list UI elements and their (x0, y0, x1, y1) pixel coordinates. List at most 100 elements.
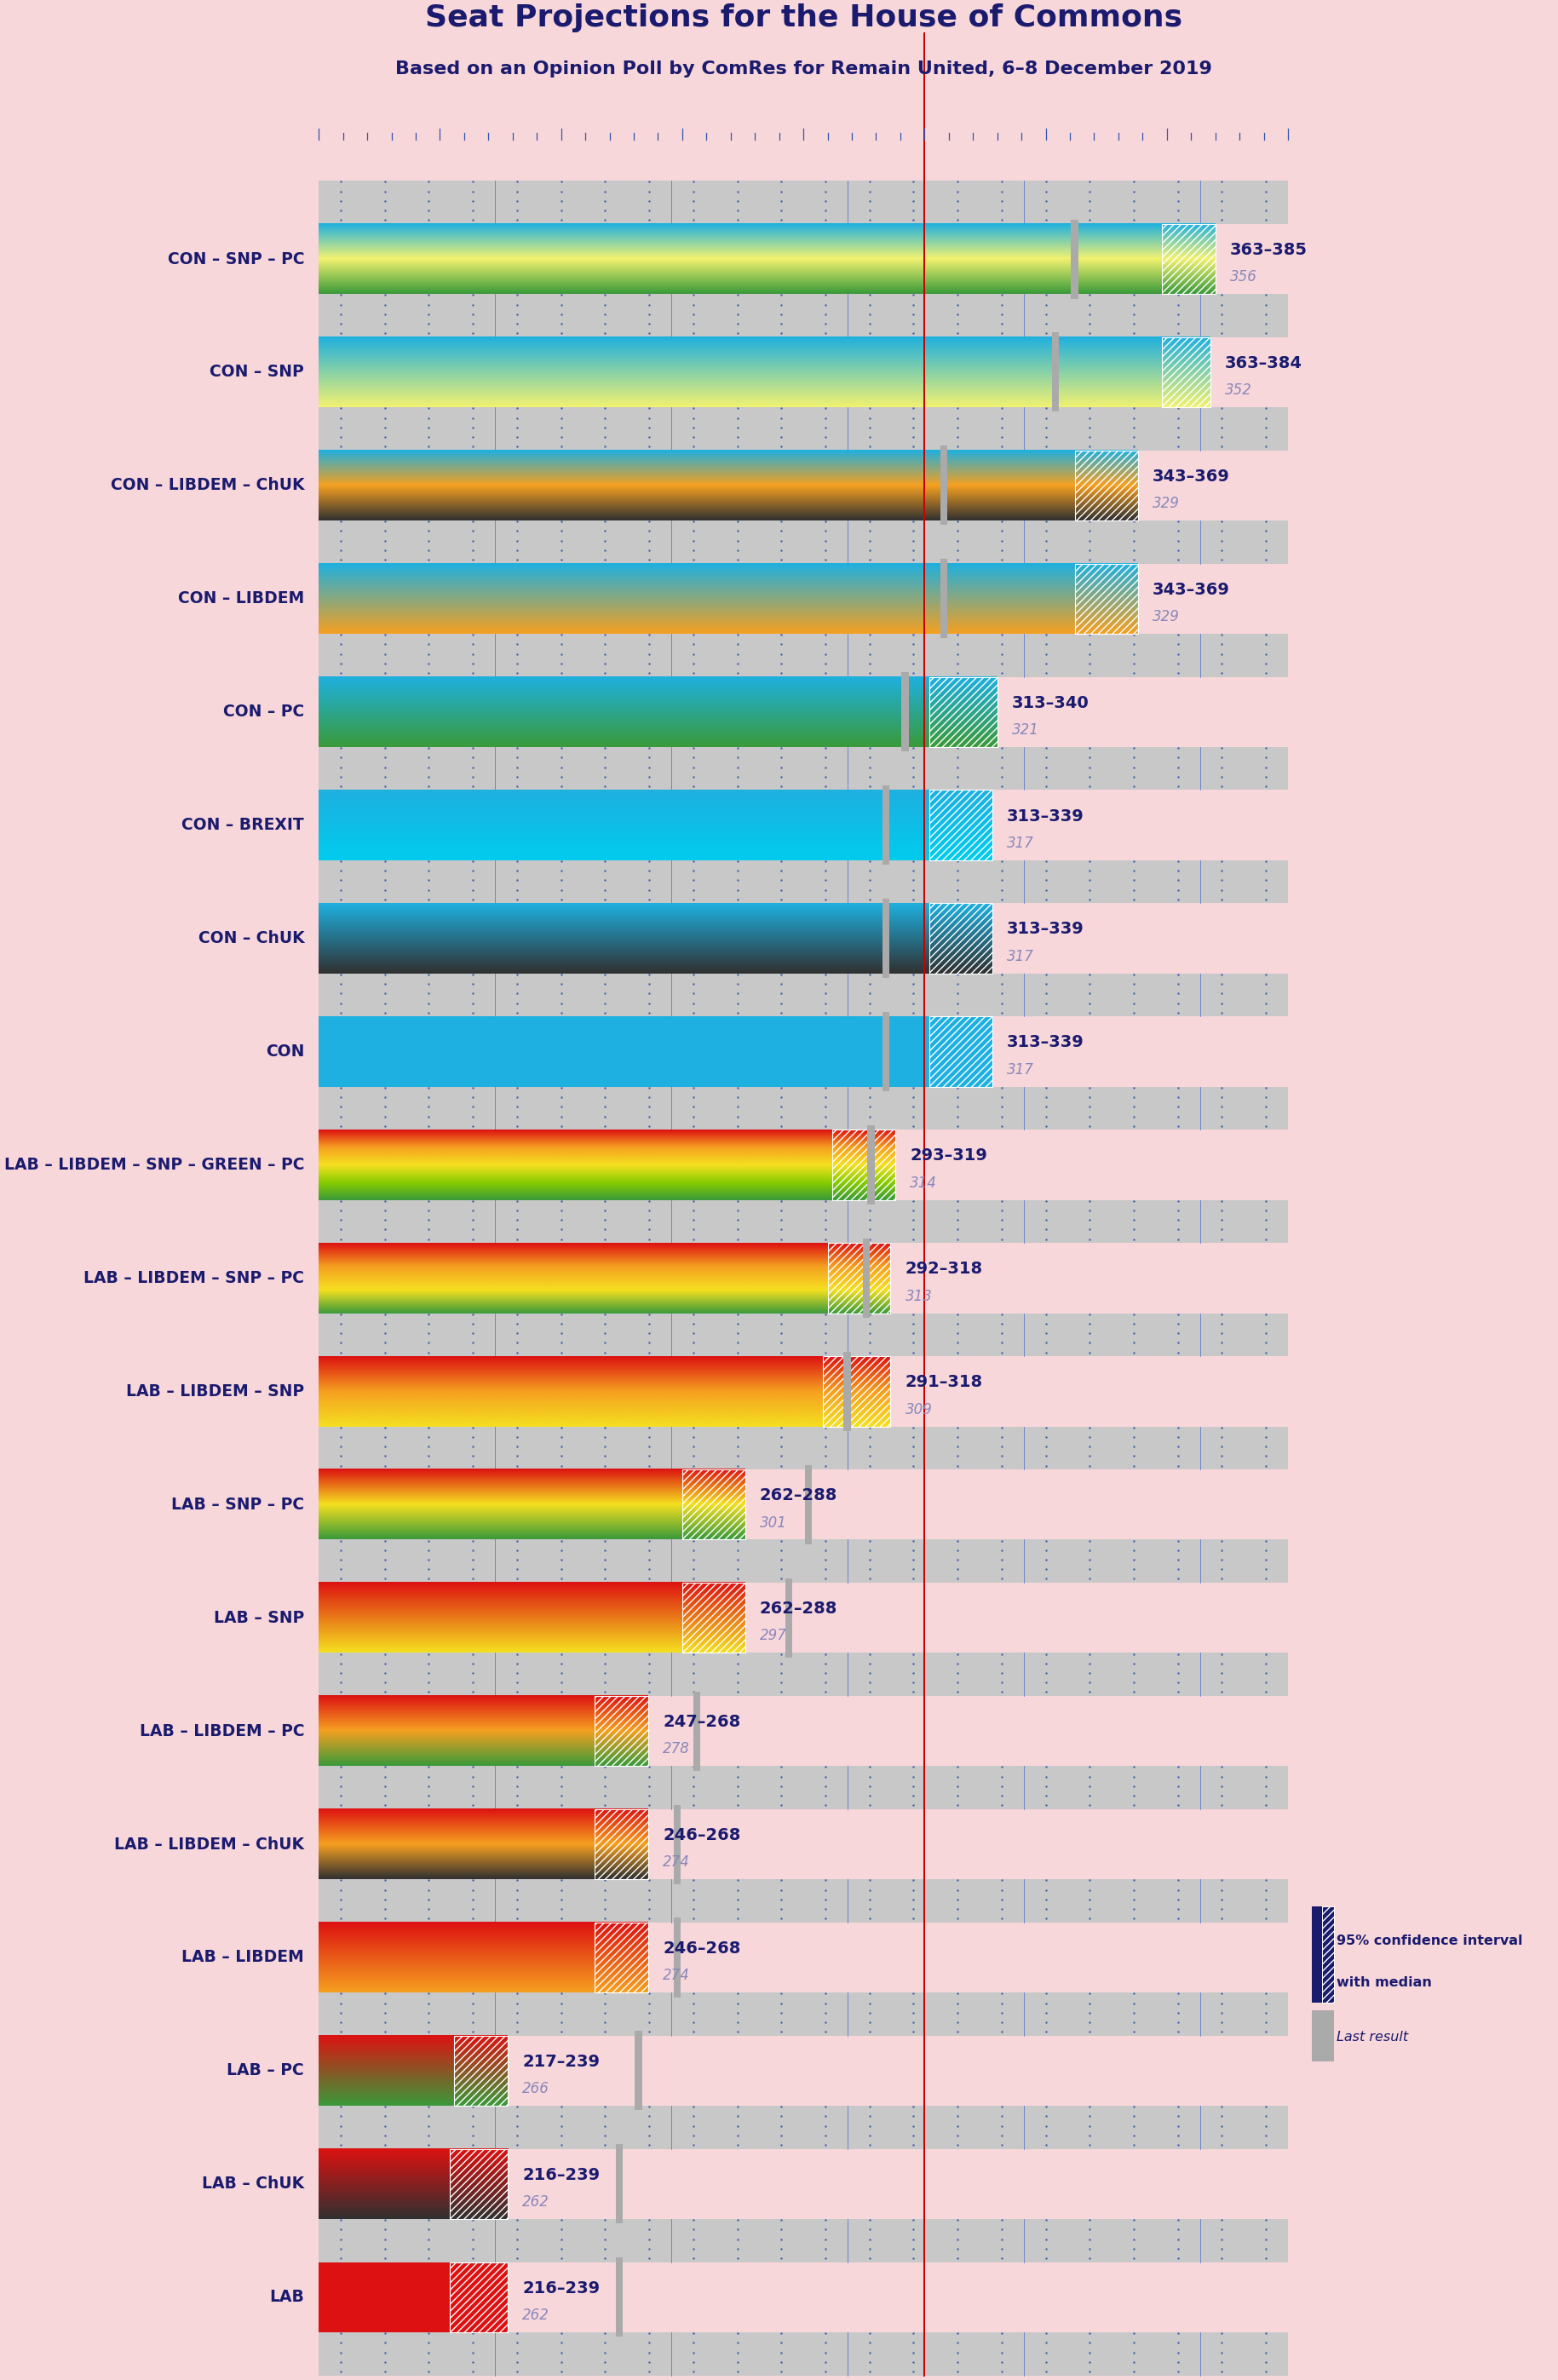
Bar (939, 559, 947, 638)
Bar (785, 1578, 793, 1656)
Bar (1162, 338, 1211, 407)
Text: LAB – SNP – PC: LAB – SNP – PC (171, 1497, 304, 1514)
Text: LAB – LIBDEM – SNP – PC: LAB – LIBDEM – SNP – PC (84, 1271, 304, 1285)
Text: 216–239: 216–239 (522, 2280, 600, 2297)
Text: 266: 266 (522, 2080, 550, 2097)
Text: LAB – LIBDEM – SNP – GREEN – PC: LAB – LIBDEM – SNP – GREEN – PC (5, 1157, 304, 1173)
Bar (823, 1357, 891, 1426)
Bar (1075, 564, 1137, 633)
Text: 317: 317 (1006, 950, 1035, 964)
Text: 262–288: 262–288 (760, 1602, 838, 1616)
Bar (673, 1918, 681, 1997)
Text: 317: 317 (1006, 835, 1035, 852)
Text: 216–239: 216–239 (522, 2166, 600, 2182)
Text: 313: 313 (905, 1288, 932, 1304)
Text: 329: 329 (1153, 609, 1179, 624)
Bar (595, 1697, 648, 1766)
Text: LAB – LIBDEM: LAB – LIBDEM (182, 1949, 304, 1966)
Bar (929, 904, 992, 973)
Text: 262: 262 (522, 2309, 550, 2323)
Bar (319, 1314, 1288, 1357)
Text: 343–369: 343–369 (1153, 581, 1229, 597)
Bar (827, 1242, 891, 1314)
Text: CON – BREXIT: CON – BREXIT (182, 816, 304, 833)
Text: Based on an Opinion Poll by ComRes for Remain United, 6–8 December 2019: Based on an Opinion Poll by ComRes for R… (394, 62, 1212, 79)
Bar (929, 790, 992, 859)
Bar (1312, 2011, 1334, 2061)
Text: 262: 262 (522, 2194, 550, 2209)
Bar (682, 1583, 745, 1652)
Text: LAB – LIBDEM – ChUK: LAB – LIBDEM – ChUK (114, 1835, 304, 1852)
Text: 262–288: 262–288 (760, 1488, 838, 1504)
Text: Last result: Last result (1337, 2030, 1408, 2042)
Bar (319, 2218, 1288, 2261)
Text: 217–239: 217–239 (522, 2054, 600, 2071)
Text: 313–339: 313–339 (1006, 1035, 1084, 1050)
Text: 343–369: 343–369 (1153, 469, 1229, 486)
Text: 309: 309 (905, 1402, 932, 1416)
Bar (1052, 333, 1059, 412)
Bar (882, 900, 890, 978)
Bar (902, 671, 908, 752)
Bar (319, 973, 1288, 1016)
Text: LAB – SNP: LAB – SNP (213, 1609, 304, 1626)
Bar (319, 1540, 1288, 1583)
Bar (319, 1426, 1288, 1468)
Bar (1321, 1906, 1334, 2004)
Text: 291–318: 291–318 (905, 1373, 983, 1390)
Bar (319, 295, 1288, 338)
Text: 352: 352 (1225, 383, 1253, 397)
Text: 293–319: 293–319 (910, 1147, 988, 1164)
Bar (615, 2259, 623, 2337)
Bar (319, 747, 1288, 790)
Text: 247–268: 247–268 (662, 1714, 740, 1730)
Bar (929, 1016, 992, 1088)
Bar (882, 1012, 890, 1092)
Bar (693, 1692, 701, 1771)
Bar (929, 676, 997, 747)
Bar (929, 1016, 992, 1088)
Bar (615, 2144, 623, 2223)
Bar (319, 1200, 1288, 1242)
Bar (450, 2261, 508, 2332)
Bar (1070, 219, 1078, 298)
Bar (319, 1992, 1288, 2035)
Bar (1312, 1906, 1334, 2004)
Bar (595, 1923, 648, 1992)
Text: LAB – ChUK: LAB – ChUK (203, 2175, 304, 2192)
Bar (882, 785, 890, 864)
Text: with median: with median (1337, 1975, 1432, 1990)
Bar (863, 1238, 869, 1319)
Bar (804, 1466, 812, 1545)
Text: CON: CON (265, 1042, 304, 1059)
Bar (319, 633, 1288, 676)
Text: 246–268: 246–268 (662, 1828, 740, 1842)
Text: 321: 321 (1011, 724, 1039, 738)
Text: 274: 274 (662, 1854, 690, 1871)
Text: 292–318: 292–318 (905, 1261, 983, 1278)
Text: LAB – LIBDEM – SNP: LAB – LIBDEM – SNP (126, 1383, 304, 1399)
Text: CON – LIBDEM – ChUK: CON – LIBDEM – ChUK (111, 478, 304, 493)
Bar (319, 859, 1288, 904)
Bar (1162, 224, 1215, 295)
Bar (319, 1652, 1288, 1697)
Text: 278: 278 (662, 1742, 690, 1756)
Bar (673, 1804, 681, 1885)
Text: 301: 301 (760, 1516, 787, 1530)
Text: 314: 314 (910, 1176, 936, 1190)
Bar (319, 407, 1288, 450)
Bar (636, 2030, 642, 2111)
Bar (450, 2261, 508, 2332)
Text: 356: 356 (1229, 269, 1257, 286)
Text: CON – SNP: CON – SNP (210, 364, 304, 381)
Text: CON – ChUK: CON – ChUK (198, 931, 304, 947)
Bar (319, 181, 1288, 224)
Bar (682, 1468, 745, 1540)
Text: 363–385: 363–385 (1229, 243, 1307, 257)
Bar (319, 1016, 929, 1088)
Bar (319, 2106, 1288, 2149)
Text: 363–384: 363–384 (1225, 355, 1302, 371)
Bar (319, 2332, 1288, 2375)
Text: CON – SNP – PC: CON – SNP – PC (167, 250, 304, 267)
Text: CON – LIBDEM: CON – LIBDEM (178, 590, 304, 607)
